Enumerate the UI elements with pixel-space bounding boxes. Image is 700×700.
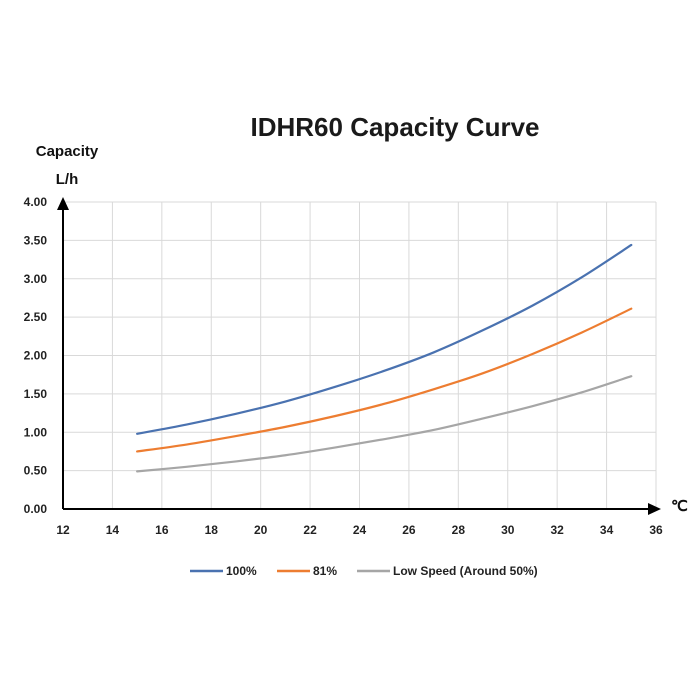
series-line-3 bbox=[136, 375, 633, 473]
x-axis-title: ℃ bbox=[671, 498, 688, 515]
x-tick-label: 32 bbox=[550, 523, 564, 537]
y-tick-label: 3.50 bbox=[24, 233, 48, 247]
axes bbox=[57, 197, 661, 515]
y-tick-label: 3.00 bbox=[24, 272, 48, 286]
series-line-2 bbox=[136, 307, 633, 453]
x-tick-label: 14 bbox=[106, 523, 120, 537]
y-tick-label: 0.50 bbox=[24, 464, 48, 478]
x-tick-label: 16 bbox=[155, 523, 169, 537]
x-tick-label: 12 bbox=[56, 523, 70, 537]
series-line-1 bbox=[136, 243, 633, 435]
x-tick-label: 30 bbox=[501, 523, 515, 537]
x-tick-label: 18 bbox=[205, 523, 219, 537]
legend-label-3: Low Speed (Around 50%) bbox=[393, 564, 538, 578]
y-axis-title: Capacity bbox=[36, 143, 99, 160]
grid bbox=[62, 201, 657, 510]
x-tick-label: 22 bbox=[303, 523, 317, 537]
x-axis-arrow bbox=[648, 503, 661, 515]
legend-label-1: 100% bbox=[226, 564, 257, 578]
y-axis-unit: L/h bbox=[56, 171, 79, 188]
series-lines bbox=[136, 243, 633, 473]
x-tick-labels: 12 14 16 18 20 22 24 26 28 30 32 34 36 bbox=[56, 523, 663, 537]
y-tick-label: 1.00 bbox=[24, 425, 48, 439]
x-tick-label: 24 bbox=[353, 523, 367, 537]
x-tick-label: 26 bbox=[402, 523, 416, 537]
y-tick-label: 2.00 bbox=[24, 349, 48, 363]
legend: 100% 81% Low Speed (Around 50%) bbox=[190, 564, 538, 578]
y-tick-label: 2.50 bbox=[24, 310, 48, 324]
y-tick-label: 4.00 bbox=[24, 195, 48, 209]
y-tick-labels: 0.00 0.50 1.00 1.50 2.00 2.50 3.00 3.50 4.00 bbox=[24, 195, 48, 516]
y-axis-arrow bbox=[57, 197, 69, 210]
x-tick-label: 34 bbox=[600, 523, 614, 537]
y-tick-label: 0.00 bbox=[24, 502, 48, 516]
y-tick-label: 1.50 bbox=[24, 387, 48, 401]
x-tick-label: 28 bbox=[452, 523, 466, 537]
chart-title: IDHR60 Capacity Curve bbox=[251, 112, 540, 142]
legend-label-2: 81% bbox=[313, 564, 337, 578]
x-tick-label: 36 bbox=[649, 523, 663, 537]
x-tick-label: 20 bbox=[254, 523, 268, 537]
